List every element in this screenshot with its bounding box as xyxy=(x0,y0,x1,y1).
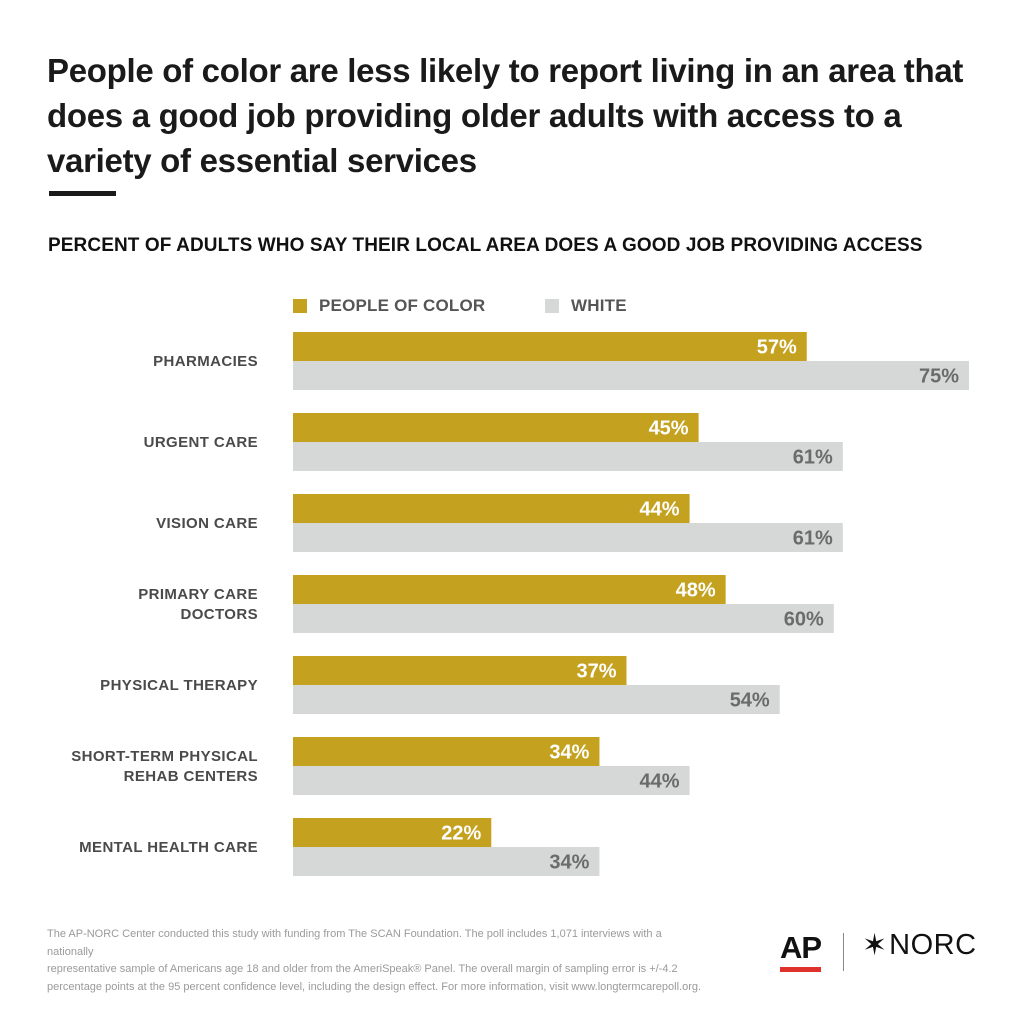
chart-subtitle: PERCENT OF ADULTS WHO SAY THEIR LOCAL AR… xyxy=(48,235,923,256)
data-label: 54% xyxy=(730,690,770,712)
ap-logo-underline xyxy=(780,967,821,972)
category-label-line: VISION CARE xyxy=(156,515,258,532)
category-label: VISION CARE xyxy=(156,515,258,532)
data-label: 44% xyxy=(640,499,680,521)
data-label: 48% xyxy=(676,580,716,602)
legend-label-people-of-color: PEOPLE OF COLOR xyxy=(319,296,486,315)
bar-people-of-color xyxy=(293,332,807,361)
data-label: 34% xyxy=(549,852,589,874)
bar-people-of-color xyxy=(293,413,699,442)
category-label-line: REHAB CENTERS xyxy=(124,768,258,785)
bar-people-of-color xyxy=(293,575,726,604)
bar-white xyxy=(293,685,780,714)
data-label: 60% xyxy=(784,609,824,631)
data-label: 34% xyxy=(549,742,589,764)
norc-logo: ✶ NORC xyxy=(862,929,977,962)
bar-white xyxy=(293,604,834,633)
category-label: URGENT CARE xyxy=(144,434,258,451)
bar-people-of-color xyxy=(293,494,690,523)
legend-item-people-of-color: PEOPLE OF COLOR xyxy=(293,296,485,316)
logo-divider xyxy=(843,933,844,971)
footnote-line: The AP-NORC Center conducted this study … xyxy=(47,928,662,958)
bar-white xyxy=(293,361,969,390)
category-label-line: PHARMACIES xyxy=(153,353,258,370)
category-label: MENTAL HEALTH CARE xyxy=(79,839,258,856)
footnote-line: representative sample of Americans age 1… xyxy=(47,963,678,975)
data-label: 44% xyxy=(640,771,680,793)
legend-swatch-people-of-color xyxy=(293,299,307,313)
footnote-line: percentage points at the 95 percent conf… xyxy=(47,980,702,993)
footnote: The AP-NORC Center conducted this study … xyxy=(47,926,707,996)
title-rule xyxy=(49,191,116,196)
category-label-line: MENTAL HEALTH CARE xyxy=(79,839,258,856)
bar-people-of-color xyxy=(293,818,492,847)
category-label: PRIMARY CARE DOCTORS xyxy=(138,586,258,623)
data-label: 61% xyxy=(793,528,833,550)
data-label: 75% xyxy=(919,366,959,388)
category-label-line: DOCTORS xyxy=(180,606,258,623)
category-label-line: SHORT-TERM PHYSICAL xyxy=(71,748,258,765)
legend-item-white: WHITE xyxy=(545,296,627,316)
data-label: 37% xyxy=(576,661,616,683)
data-label: 45% xyxy=(649,418,689,440)
norc-star-icon: ✶ xyxy=(862,928,888,962)
legend-swatch-white xyxy=(545,299,559,313)
chart-title: People of color are less likely to repor… xyxy=(47,52,964,179)
bar-people-of-color xyxy=(293,737,600,766)
bar-white xyxy=(293,442,843,471)
data-label: 57% xyxy=(757,337,797,359)
category-label: SHORT-TERM PHYSICAL REHAB CENTERS xyxy=(71,748,258,785)
bar-white xyxy=(293,847,600,876)
norc-logo-text: NORC xyxy=(889,929,977,961)
category-label-line: PHYSICAL THERAPY xyxy=(100,677,258,694)
category-label-line: URGENT CARE xyxy=(144,434,258,451)
data-label: 61% xyxy=(793,447,833,469)
category-label: PHARMACIES xyxy=(153,353,258,370)
bar-white xyxy=(293,766,690,795)
category-label-line: PRIMARY CARE xyxy=(138,586,258,603)
bar-people-of-color xyxy=(293,656,627,685)
legend-label-white: WHITE xyxy=(571,296,627,315)
data-label: 22% xyxy=(441,823,481,845)
bar-white xyxy=(293,523,843,552)
ap-logo: AP xyxy=(780,930,822,965)
category-label: PHYSICAL THERAPY xyxy=(100,677,258,694)
